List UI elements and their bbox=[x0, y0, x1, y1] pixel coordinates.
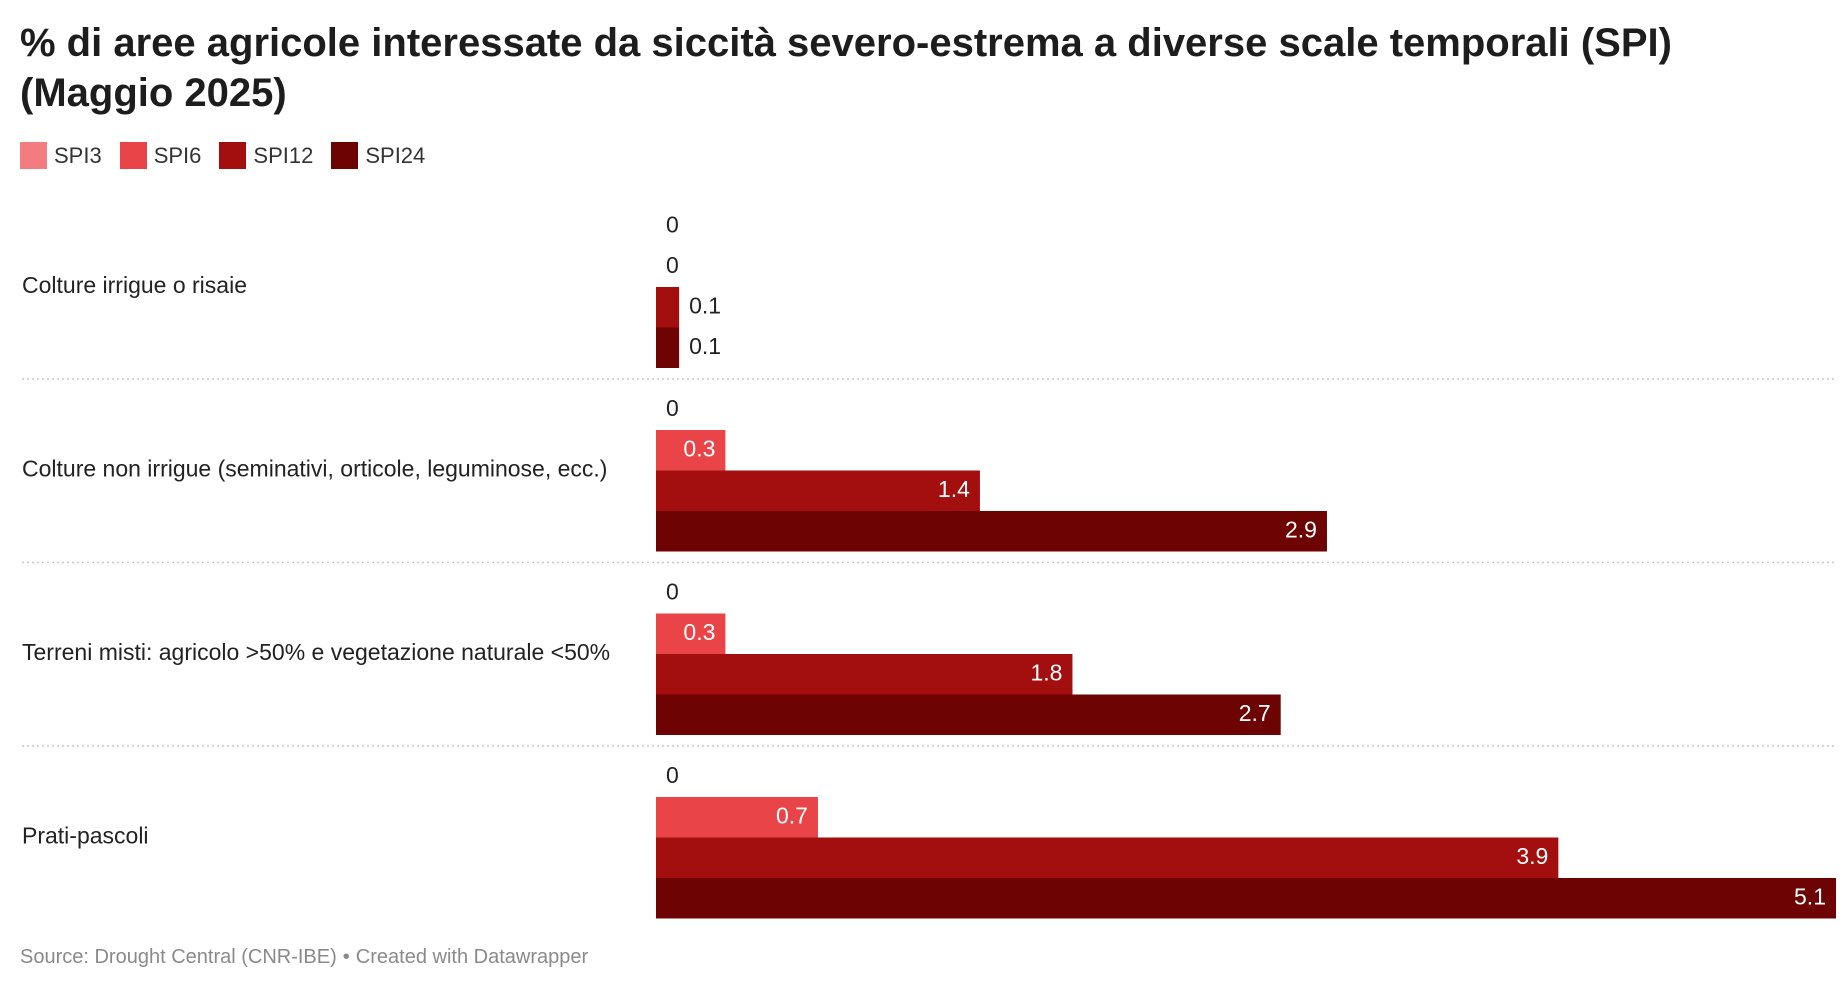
bar-spi24-group-2 bbox=[656, 511, 1327, 552]
value-label-spi12-group-3: 1.8 bbox=[1030, 659, 1062, 685]
bar-spi24-group-4 bbox=[656, 878, 1836, 919]
value-label-spi12-group-4: 3.9 bbox=[1516, 843, 1548, 869]
value-label-spi6-group-1: 0 bbox=[666, 252, 679, 278]
bar-spi12-group-1 bbox=[656, 287, 680, 328]
value-label-spi12-group-1: 0.1 bbox=[689, 292, 721, 318]
legend-item-spi3: SPI3 bbox=[20, 142, 102, 169]
legend-label-spi3: SPI3 bbox=[54, 142, 102, 168]
bar-spi24-group-1 bbox=[656, 327, 680, 368]
legend-swatch-spi24 bbox=[331, 142, 359, 169]
footer-separator: • bbox=[342, 946, 350, 968]
credit-text: Created with Datawrapper bbox=[355, 946, 589, 968]
value-label-spi24-group-1: 0.1 bbox=[689, 333, 721, 359]
legend-item-spi6: SPI6 bbox=[119, 142, 202, 169]
legend-item-spi12: SPI12 bbox=[219, 142, 313, 169]
value-label-spi24-group-3: 2.7 bbox=[1239, 700, 1271, 726]
value-label-spi24-group-2: 2.9 bbox=[1285, 516, 1317, 542]
bar-spi12-group-2 bbox=[656, 470, 980, 511]
legend-label-spi24: SPI24 bbox=[365, 142, 426, 168]
legend-item-spi24: SPI24 bbox=[331, 142, 425, 169]
legend-swatch-spi6 bbox=[119, 142, 147, 169]
legend-swatch-spi12 bbox=[219, 142, 247, 169]
bar-spi24-group-3 bbox=[656, 694, 1281, 735]
bar-spi6-group-3 bbox=[656, 613, 726, 654]
legend-swatch-spi3 bbox=[20, 142, 47, 169]
value-label-spi6-group-2: 0.3 bbox=[683, 435, 715, 461]
value-label-spi6-group-4: 0.7 bbox=[776, 802, 808, 828]
bar-spi12-group-4 bbox=[656, 837, 1559, 878]
legend-label-spi6: SPI6 bbox=[153, 142, 202, 168]
legend-label-spi12: SPI12 bbox=[253, 142, 314, 168]
category-label-4: Prati-pascoli bbox=[22, 823, 149, 849]
value-label-spi6-group-3: 0.3 bbox=[683, 619, 715, 645]
value-label-spi3-group-4: 0 bbox=[666, 762, 679, 788]
bar-spi6-group-4 bbox=[656, 797, 818, 838]
category-label-2: Colture non irrigue (seminativi, orticol… bbox=[22, 456, 607, 482]
bar-spi6-group-2 bbox=[656, 430, 726, 471]
value-label-spi3-group-2: 0 bbox=[666, 395, 679, 421]
value-label-spi12-group-2: 1.4 bbox=[938, 476, 970, 502]
value-label-spi3-group-1: 0 bbox=[666, 211, 679, 237]
category-label-3: Terreni misti: agricolo >50% e vegetazio… bbox=[22, 639, 610, 665]
chart-title: % di aree agricole interessate da siccit… bbox=[20, 21, 1672, 115]
value-label-spi24-group-4: 5.1 bbox=[1794, 883, 1826, 909]
legend: SPI3 SPI6 SPI12 SPI24 bbox=[20, 142, 425, 169]
bar-spi12-group-3 bbox=[656, 654, 1073, 695]
category-label-1: Colture irrigue o risaie bbox=[22, 272, 247, 298]
value-label-spi3-group-3: 0 bbox=[666, 578, 679, 604]
source-text: Source: Drought Central (CNR-IBE) bbox=[20, 946, 337, 968]
source-note: Source: Drought Central (CNR-IBE) • Create… bbox=[20, 946, 588, 969]
